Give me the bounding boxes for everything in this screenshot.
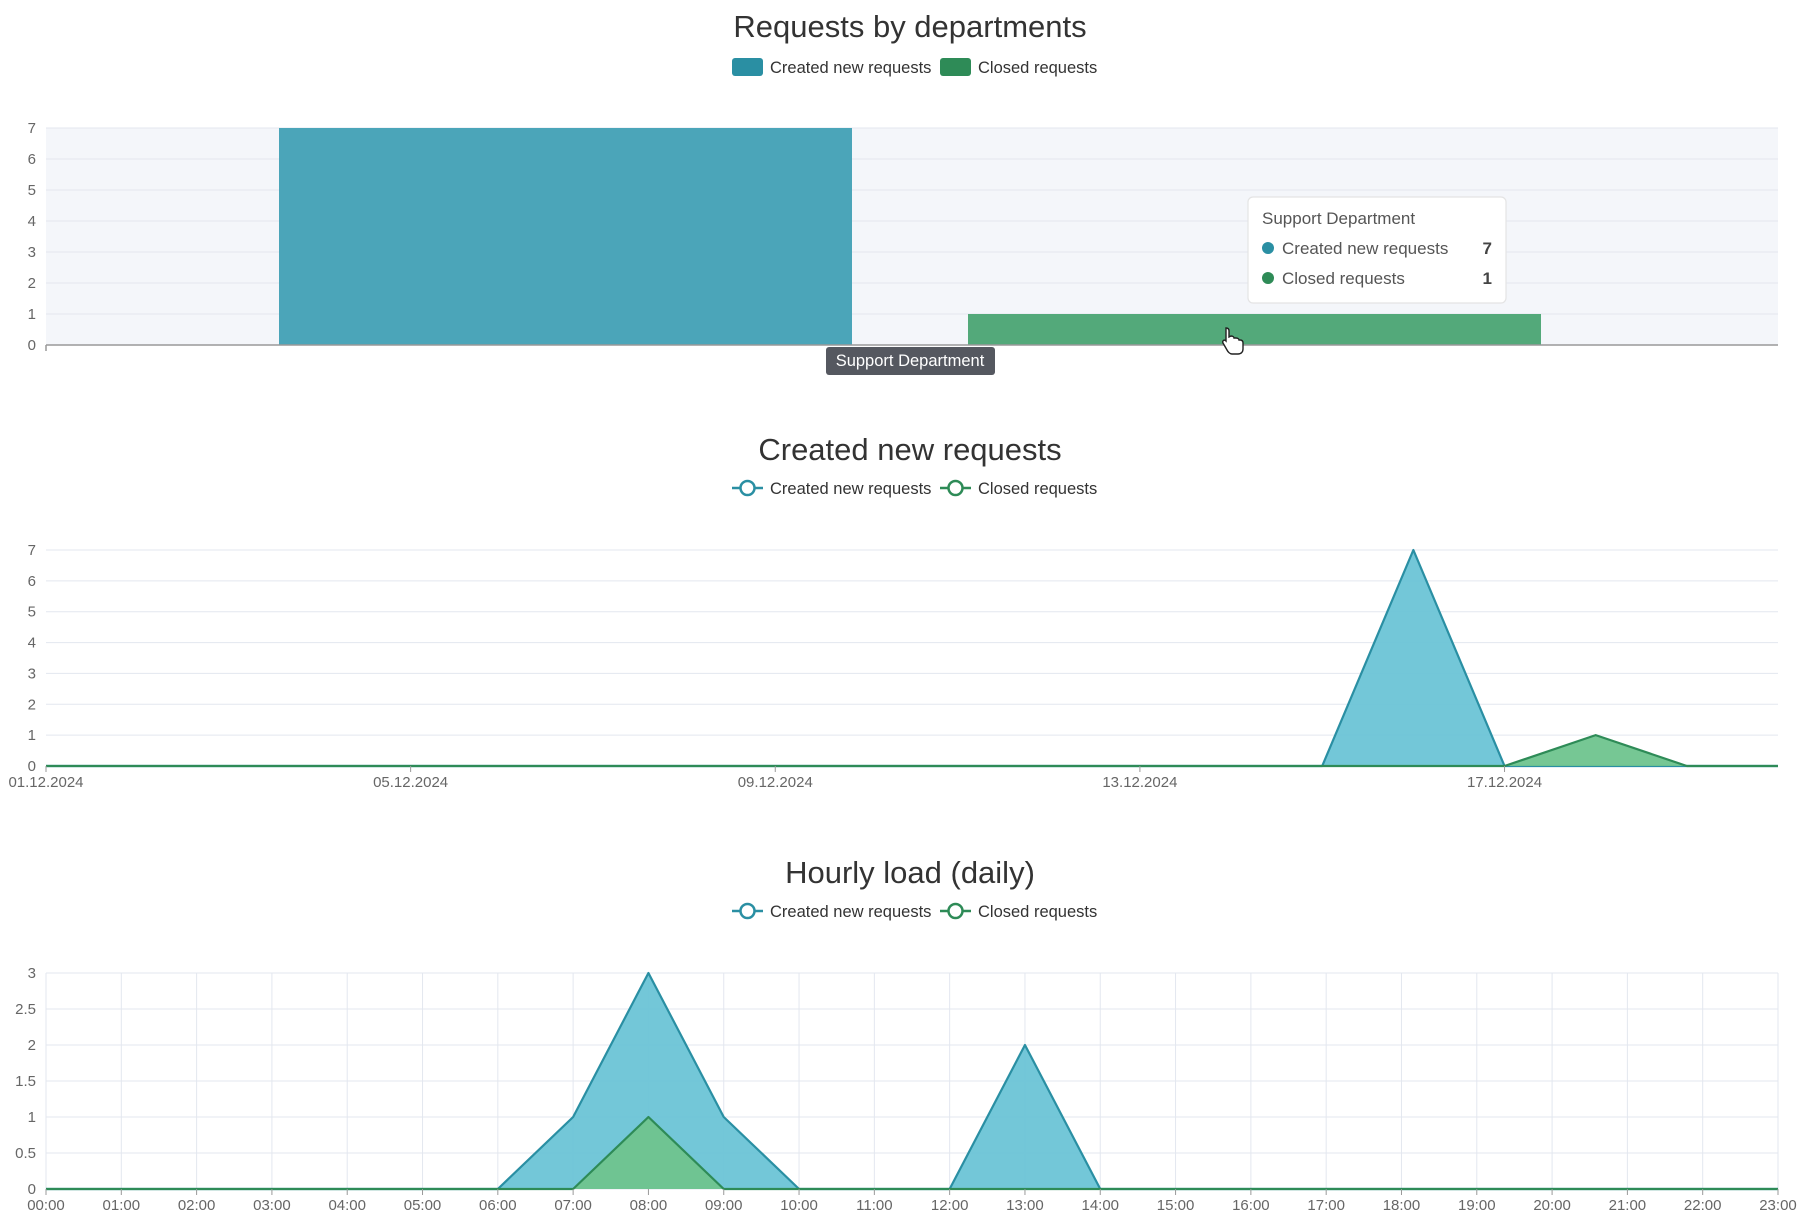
x-tick-label: 23:00 (1759, 1197, 1797, 1211)
legend-label: Closed requests (978, 903, 1097, 921)
x-tick-label: 15:00 (1157, 1197, 1195, 1211)
y-tick-label: 3 (28, 965, 36, 982)
legend-swatch (940, 58, 971, 76)
y-tick-label: 1 (28, 1109, 36, 1126)
x-tick-label: 13:00 (1006, 1197, 1044, 1211)
tooltip: Support Department Created new requests 7 C… (1247, 196, 1507, 304)
y-tick-label: 5 (28, 604, 36, 621)
y-tick-label: 0 (28, 758, 36, 775)
x-tick-label: 05:00 (404, 1197, 442, 1211)
category-label-bg (826, 347, 995, 375)
chart-title: Created new requests (758, 432, 1061, 467)
x-tick-label: 18:00 (1383, 1197, 1421, 1211)
y-tick-label: 0 (28, 337, 36, 354)
bar-closed[interactable] (968, 314, 1541, 345)
y-tick-label: 3 (28, 244, 36, 261)
x-tick-label: 05.12.2024 (373, 774, 448, 791)
y-tick-label: 2 (28, 275, 36, 292)
x-tick-label: 10:00 (780, 1197, 818, 1211)
line-created[interactable] (46, 548, 1778, 768)
x-tick-label: 22:00 (1684, 1197, 1722, 1211)
chart-created-new-requests: Created new requests Created new requests… (8, 432, 1778, 791)
x-tick-label: 17:00 (1307, 1197, 1345, 1211)
x-tick-label: 21:00 (1609, 1197, 1647, 1211)
y-tick-label: 0 (28, 1181, 36, 1198)
category-label-text: Support Department (836, 352, 985, 370)
y-tick-label: 4 (28, 213, 36, 230)
tooltip-dot (1262, 242, 1274, 254)
x-tick-label: 02:00 (178, 1197, 216, 1211)
legend-item-closed[interactable]: Closed requests (940, 479, 1097, 498)
x-tick-label: 12:00 (931, 1197, 969, 1211)
legend-item-closed[interactable]: Closed requests (940, 58, 1097, 77)
legend-item-created[interactable]: Created new requests (732, 58, 931, 77)
legend-label: Created new requests (770, 903, 931, 921)
y-tick-label: 6 (28, 573, 36, 590)
tooltip-box (1247, 196, 1507, 304)
x-tick-label: 17.12.2024 (1467, 774, 1542, 791)
tooltip-title: Support Department (1262, 209, 1415, 228)
x-tick-label: 20:00 (1533, 1197, 1571, 1211)
x-tick-label: 01.12.2024 (8, 774, 83, 791)
y-tick-label: 1 (28, 727, 36, 744)
chart-hourly-load: Hourly load (daily) Created new requests C… (15, 855, 1797, 1211)
legend-marker (739, 479, 756, 497)
y-tick-label: 6 (28, 151, 36, 168)
tooltip-row-value: 7 (1483, 239, 1492, 258)
legend-marker (947, 479, 964, 497)
legend-item-created[interactable]: Created new requests (732, 479, 931, 498)
line-closed[interactable] (46, 1115, 1778, 1191)
tooltip-row-value: 1 (1483, 269, 1492, 288)
x-tick-label: 14:00 (1081, 1197, 1119, 1211)
y-tick-label: 7 (28, 120, 36, 137)
y-tick-label: 2 (28, 696, 36, 713)
legend-label: Created new requests (770, 480, 931, 498)
legend-label: Created new requests (770, 59, 931, 77)
x-tick-label: 16:00 (1232, 1197, 1270, 1211)
tooltip-dot (1262, 272, 1274, 284)
x-tick-label: 00:00 (27, 1197, 65, 1211)
area-closed[interactable] (46, 735, 1778, 766)
y-tick-label: 7 (28, 542, 36, 559)
bar-created[interactable] (279, 128, 852, 345)
line-closed[interactable] (46, 734, 1778, 768)
y-tick-label: 1.5 (15, 1073, 36, 1090)
y-tick-label: 2.5 (15, 1001, 36, 1018)
area-created[interactable] (46, 550, 1778, 766)
y-tick-label: 0.5 (15, 1145, 36, 1162)
hand-cursor-icon (1222, 327, 1244, 355)
legend-label: Closed requests (978, 59, 1097, 77)
chart-requests-by-departments: Requests by departments Created new reque… (28, 9, 1778, 375)
legend-swatch (732, 58, 763, 76)
x-tick-label: 09:00 (705, 1197, 743, 1211)
x-tick-label: 07:00 (554, 1197, 592, 1211)
legend-label: Closed requests (978, 480, 1097, 498)
y-tick-label: 4 (28, 635, 36, 652)
chart-title: Requests by departments (733, 9, 1086, 44)
y-tick-label: 3 (28, 665, 36, 682)
x-tick-label: 19:00 (1458, 1197, 1496, 1211)
x-tick-label: 06:00 (479, 1197, 517, 1211)
legend-marker (947, 902, 964, 920)
legend-marker (739, 902, 756, 920)
x-tick-label: 13.12.2024 (1102, 774, 1177, 791)
chart-title: Hourly load (daily) (785, 855, 1035, 890)
tooltip-row-label: Created new requests (1282, 239, 1448, 258)
x-tick-label: 09.12.2024 (738, 774, 813, 791)
x-tick-label: 11:00 (856, 1197, 892, 1211)
y-tick-label: 2 (28, 1037, 36, 1054)
legend-item-closed[interactable]: Closed requests (940, 902, 1097, 921)
legend-item-created[interactable]: Created new requests (732, 902, 931, 921)
y-tick-label: 1 (28, 306, 36, 323)
x-tick-label: 04:00 (328, 1197, 366, 1211)
x-tick-label: 01:00 (103, 1197, 141, 1211)
x-tick-label: 03:00 (253, 1197, 291, 1211)
tooltip-row-label: Closed requests (1282, 269, 1405, 288)
cursor-shape (1222, 327, 1244, 355)
x-tick-label: 08:00 (630, 1197, 668, 1211)
category-label: Support Department (826, 347, 995, 375)
y-tick-label: 5 (28, 182, 36, 199)
